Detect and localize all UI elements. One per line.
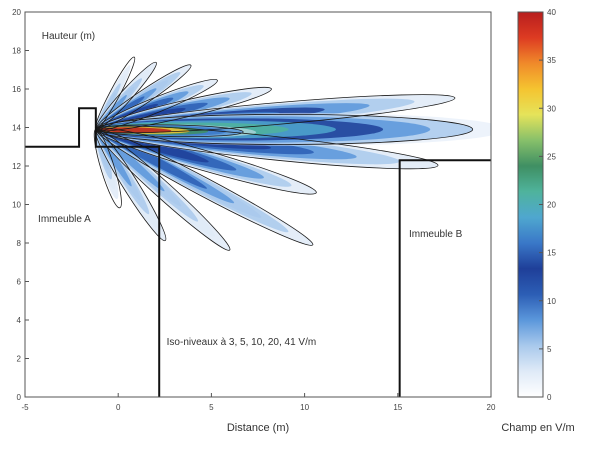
x-tick-label: 20 (487, 403, 496, 412)
y-tick-label: 18 (12, 47, 21, 56)
annotation-0: Hauteur (m) (42, 31, 95, 42)
colorbar-tick-label: 20 (547, 201, 556, 210)
colorbar-label: Champ en V/m (501, 422, 574, 434)
annotation-1: Immeuble A (38, 214, 91, 225)
colorbar-tick-label: 40 (547, 8, 556, 17)
y-tick-label: 14 (12, 124, 21, 133)
x-tick-label: 5 (209, 403, 214, 412)
colorbar-ticks: 0 5 10 15 20 25 30 35 40 (539, 8, 556, 402)
y-tick-label: 20 (12, 8, 21, 17)
y-tick-label: 8 (17, 239, 22, 248)
x-axis-ticks: -5 0 5 10 15 20 (21, 393, 496, 412)
annotation-2: Immeuble B (409, 229, 463, 240)
y-tick-label: 0 (17, 393, 22, 402)
colorbar-tick-label: 35 (547, 56, 556, 65)
plot-background (25, 12, 491, 397)
colorbar-tick-label: 15 (547, 249, 556, 258)
colorbar: 0 5 10 15 20 25 30 35 40 Champ en V/m (501, 8, 574, 434)
x-tick-label: 10 (300, 403, 309, 412)
y-tick-label: 10 (12, 201, 21, 210)
colorbar-tick-label: 5 (547, 345, 552, 354)
y-tick-label: 6 (17, 278, 22, 287)
field-lobes (94, 50, 491, 261)
building-a-outline (25, 107, 161, 397)
x-tick-label: -5 (21, 403, 29, 412)
x-tick-label: 0 (116, 403, 121, 412)
x-axis-label: Distance (m) (227, 422, 289, 434)
y-tick-label: 12 (12, 162, 21, 171)
colorbar-tick-label: 30 (547, 104, 556, 113)
y-tick-label: 2 (17, 355, 22, 364)
colorbar-scale (517, 11, 544, 398)
building-b-outline (398, 159, 491, 397)
building-outlines (25, 107, 491, 397)
y-axis-ticks: 0 2 4 6 8 10 12 14 16 18 20 (12, 8, 29, 402)
annotation-3: Iso-niveaux à 3, 5, 10, 20, 41 V/m (167, 337, 317, 348)
x-tick-label: 15 (393, 403, 402, 412)
lobe-13-shell-5 (95, 127, 172, 133)
annotations: Hauteur (m) Immeuble A Immeuble B Iso-nivea… (38, 31, 463, 348)
colorbar-tick-label: 0 (547, 393, 552, 402)
colorbar-tick-label: 10 (547, 297, 556, 306)
y-tick-label: 16 (12, 85, 21, 94)
colorbar-tick-label: 25 (547, 152, 556, 161)
y-tick-label: 4 (17, 316, 22, 325)
